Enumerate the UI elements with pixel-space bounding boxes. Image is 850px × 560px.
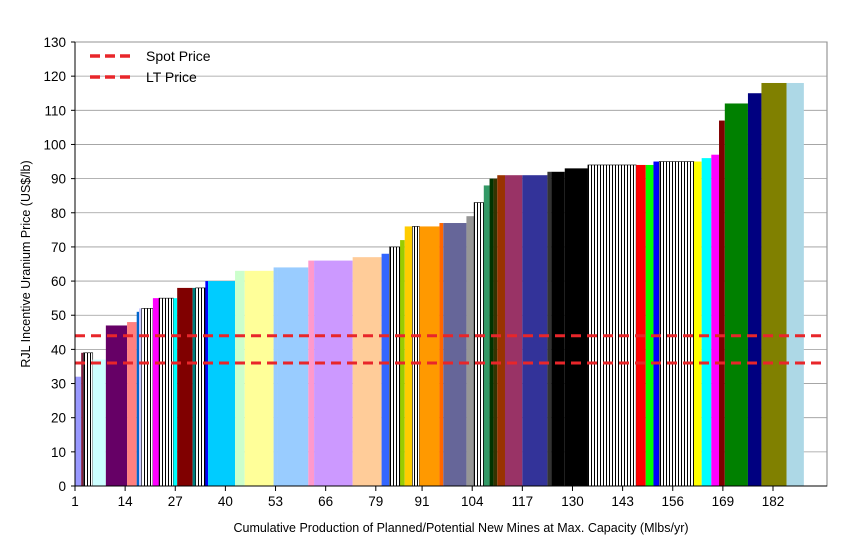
bar-34 — [473, 202, 485, 487]
legend-label: Spot Price — [146, 48, 211, 64]
y-tick-label: 40 — [51, 342, 66, 357]
bar-18 — [235, 270, 245, 486]
bar-22 — [308, 260, 315, 486]
x-axis: 1 14 27 40 53 66 79 91 104 117 130 143 156 169 182 — [71, 485, 827, 509]
bar-53 — [724, 103, 748, 486]
bar-6 — [127, 322, 137, 486]
x-tick-label: 27 — [168, 494, 183, 509]
bar-56 — [786, 82, 804, 486]
bar-51 — [711, 154, 720, 486]
bar-3 — [83, 352, 94, 487]
bar-15 — [195, 287, 206, 487]
reference-lines — [75, 334, 827, 365]
y-tick-label: 0 — [58, 479, 66, 494]
bar-30 — [419, 226, 440, 486]
x-tick-label: 14 — [118, 494, 134, 509]
bar-48 — [658, 161, 695, 487]
x-tick-label: 1 — [71, 494, 79, 509]
bar-54 — [747, 93, 762, 486]
bar-11 — [158, 297, 174, 487]
bar-24 — [352, 257, 382, 486]
bar-47 — [653, 161, 660, 487]
plot-area — [74, 41, 828, 487]
bar-28 — [404, 226, 413, 486]
bar-36 — [489, 178, 494, 486]
bar-7 — [136, 311, 140, 486]
bar-series — [75, 82, 804, 487]
x-tick-label: 143 — [611, 494, 634, 509]
y-tick-label: 110 — [44, 103, 66, 118]
bar-16 — [205, 281, 209, 486]
x-tick-label: 53 — [268, 494, 283, 509]
y-tick-label: 70 — [51, 240, 66, 255]
bar-38 — [497, 175, 505, 486]
bar-4 — [92, 359, 106, 486]
bar-44 — [587, 164, 637, 487]
bar-10 — [152, 298, 160, 486]
bar-43 — [564, 168, 588, 486]
bar-19 — [244, 270, 274, 486]
y-tick-label: 50 — [51, 308, 66, 323]
bar-12 — [173, 298, 178, 486]
y-tick-label: 90 — [51, 172, 66, 187]
bar-40 — [522, 175, 548, 486]
bar-13 — [177, 287, 193, 486]
bar-35 — [483, 185, 490, 486]
x-tick-label: 66 — [318, 494, 333, 509]
x-tick-label: 79 — [368, 494, 383, 509]
bar-5 — [105, 325, 128, 486]
x-tick-label: 130 — [561, 494, 584, 509]
bar-29 — [412, 226, 420, 487]
x-axis-label: Cumulative Production of Planned/Potenti… — [233, 521, 688, 535]
bar-26 — [388, 246, 401, 487]
bar-17 — [208, 281, 236, 486]
legend: Spot Price LT Price — [90, 48, 211, 85]
x-tick-label: 40 — [218, 494, 233, 509]
y-axis: 0 10 20 30 40 50 60 70 80 90 100 110 120 130 — [43, 35, 76, 494]
bar-21 — [277, 267, 309, 486]
bar-14 — [192, 287, 196, 486]
bar-39 — [504, 175, 523, 486]
bar-33 — [466, 216, 475, 486]
bar-52 — [719, 120, 725, 487]
y-tick-label: 80 — [51, 206, 66, 221]
y-axis-label: RJL Incentive Uranium Price (US$/lb) — [19, 160, 33, 367]
bar-20 — [273, 267, 278, 486]
x-tick-label: 182 — [762, 494, 785, 509]
y-tick-label: 20 — [51, 411, 66, 426]
y-tick-label: 30 — [51, 377, 66, 392]
bar-31 — [439, 223, 444, 486]
bar-8 — [139, 308, 142, 486]
y-tick-label: 60 — [51, 274, 66, 289]
legend-label: LT Price — [146, 69, 197, 85]
bar-55 — [761, 82, 787, 486]
y-tick-label: 10 — [51, 445, 66, 460]
bar-45 — [636, 164, 646, 486]
bar-46 — [645, 164, 654, 486]
bar-41 — [547, 171, 552, 487]
x-tick-label: 117 — [512, 494, 534, 509]
y-tick-label: 120 — [43, 69, 66, 84]
y-tick-label: 130 — [43, 35, 66, 50]
bar-2 — [81, 352, 84, 486]
x-tick-label: 169 — [712, 494, 735, 509]
bar-49 — [693, 161, 702, 487]
x-tick-label: 156 — [661, 494, 684, 509]
x-tick-label: 91 — [415, 494, 430, 509]
bar-1 — [75, 376, 82, 486]
bar-32 — [443, 223, 467, 486]
bar-50 — [701, 158, 712, 486]
y-tick-label: 100 — [43, 137, 66, 152]
bar-42 — [551, 171, 565, 487]
x-tick-label: 104 — [461, 494, 484, 509]
bar-23 — [314, 260, 353, 486]
bar-37 — [493, 178, 498, 486]
bar-25 — [381, 253, 390, 486]
